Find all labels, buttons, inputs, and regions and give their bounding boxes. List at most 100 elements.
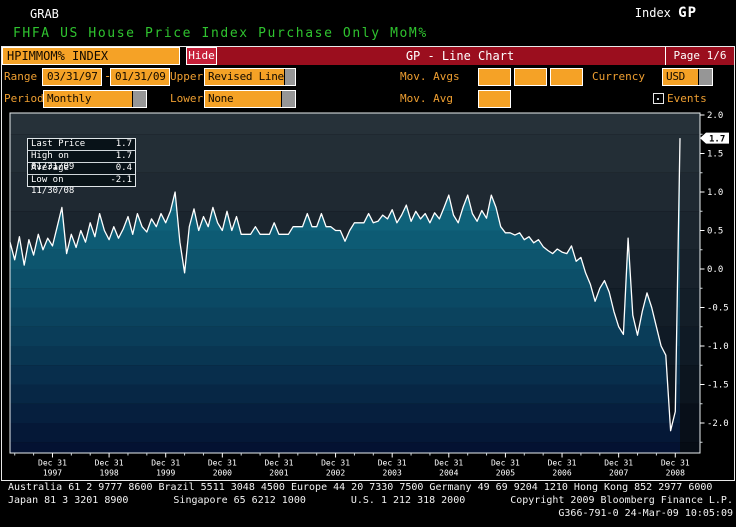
legend-label: Last Price bbox=[31, 139, 86, 149]
function-code: GP bbox=[678, 5, 697, 21]
footer-line-2: Japan 81 3 3201 8900 Singapore 65 6212 1… bbox=[8, 494, 733, 507]
footer-line-3: G366-791-0 24-Mar-09 10:05:09 bbox=[558, 508, 733, 519]
x-tick-label: Dec 31 bbox=[434, 459, 463, 468]
dropdown-handle-icon[interactable] bbox=[281, 91, 295, 107]
lower-select[interactable]: None bbox=[204, 90, 296, 108]
x-tick-label: Dec 31 bbox=[264, 459, 293, 468]
last-price-badge: 1.7 bbox=[700, 132, 729, 145]
legend-value: -2.1 bbox=[110, 175, 132, 185]
x-tick-label: Dec 31 bbox=[491, 459, 520, 468]
footer-copyright: Copyright 2009 Bloomberg Finance L.P. bbox=[510, 495, 733, 506]
events-checkbox[interactable] bbox=[653, 93, 664, 104]
dropdown-handle-icon[interactable] bbox=[698, 69, 712, 85]
mov-avg-input-4[interactable] bbox=[478, 90, 511, 108]
x-tick-year: 2002 bbox=[326, 469, 345, 478]
ticker-input[interactable]: HPIMMOM% INDEX bbox=[2, 47, 180, 65]
currency-select[interactable]: USD bbox=[662, 68, 713, 86]
x-tick-year: 2005 bbox=[496, 469, 515, 478]
price-line bbox=[9, 138, 681, 432]
mov-avgs-label: Mov. Avgs bbox=[400, 70, 460, 83]
y-axis: 2.0 1.5 1.0 0.5 0.0 -0.5 -1.0 -1.5 -2.0 bbox=[700, 111, 729, 443]
legend-value: 0.4 bbox=[115, 163, 132, 173]
period-select[interactable]: Monthly bbox=[43, 90, 147, 108]
x-tick-label: Dec 31 bbox=[604, 459, 633, 468]
x-tick-year: 2000 bbox=[213, 469, 232, 478]
last-price-badge-value: 1.7 bbox=[709, 135, 725, 145]
index-function-label: Index GP bbox=[635, 5, 697, 21]
price-area-band bbox=[10, 403, 680, 424]
range-start-input[interactable]: 03/31/97 bbox=[42, 68, 102, 86]
lower-label: Lower bbox=[170, 92, 204, 105]
x-tick-label: Dec 31 bbox=[95, 459, 124, 468]
last-price-badge-shape bbox=[700, 132, 729, 144]
x-tick-label: Dec 31 bbox=[321, 459, 350, 468]
legend-value: 1.7 bbox=[115, 151, 132, 161]
dropdown-handle-icon[interactable] bbox=[132, 91, 146, 107]
y-tick-label: 0.0 bbox=[707, 265, 723, 275]
chart-background-band bbox=[10, 113, 700, 135]
x-tick-label: Dec 31 bbox=[378, 459, 407, 468]
y-tick-label: 1.0 bbox=[707, 188, 723, 198]
price-area-band bbox=[10, 423, 680, 443]
period-label: Period bbox=[4, 92, 44, 105]
mov-avg-label: Mov. Avg bbox=[400, 92, 453, 105]
price-area-band bbox=[10, 346, 680, 366]
range-label: Range bbox=[4, 70, 38, 83]
upper-label: Upper bbox=[170, 70, 204, 83]
y-tick-label: -0.5 bbox=[707, 304, 729, 314]
price-area-band bbox=[10, 442, 680, 453]
mov-avg-input-3[interactable] bbox=[550, 68, 583, 86]
x-tick-year: 2003 bbox=[383, 469, 402, 478]
x-tick-year: 1998 bbox=[99, 469, 118, 478]
hide-button[interactable]: Hide bbox=[186, 47, 217, 65]
legend-label: Low on 11/30/08 bbox=[31, 175, 75, 196]
x-tick-year: 2008 bbox=[666, 469, 685, 478]
legend-row-high: High on 01/31/09 1.7 bbox=[28, 150, 135, 172]
currency-label: Currency bbox=[592, 70, 645, 83]
mov-avg-input-2[interactable] bbox=[514, 68, 547, 86]
legend-value: 1.7 bbox=[115, 139, 132, 149]
legend-label: Average bbox=[31, 163, 69, 173]
price-area-band bbox=[10, 269, 680, 289]
y-tick-label: -1.0 bbox=[707, 342, 729, 352]
footer-us: U.S. 1 212 318 2000 bbox=[350, 495, 466, 506]
lower-select-value: None bbox=[205, 91, 281, 107]
range-separator: - bbox=[104, 69, 112, 83]
x-tick-year: 2006 bbox=[552, 469, 571, 478]
chart-region: 2.0 1.5 1.0 0.5 0.0 -0.5 -1.0 -1.5 -2.0 Dec 31 199… bbox=[0, 111, 736, 479]
upper-select-value: Revised Line bbox=[205, 69, 284, 85]
range-end-input[interactable]: 01/31/09 bbox=[110, 68, 170, 86]
y-tick-label: 2.0 bbox=[707, 111, 723, 121]
period-select-value: Monthly bbox=[44, 91, 132, 107]
chart-legend: Last Price 1.7 High on 01/31/09 1.7 Aver… bbox=[27, 138, 136, 196]
y-tick-label: 0.5 bbox=[707, 227, 723, 237]
plot-frame bbox=[9, 112, 701, 454]
y-tick-label: -2.0 bbox=[707, 419, 729, 429]
page-indicator[interactable]: Page 1/6 bbox=[665, 47, 734, 65]
footer-japan: Japan 81 3 3201 8900 bbox=[8, 495, 129, 506]
legend-row-last-price: Last Price 1.7 bbox=[28, 139, 135, 150]
x-tick-year: 1999 bbox=[156, 469, 175, 478]
y-tick-label: 1.5 bbox=[707, 150, 723, 160]
footer: Australia 61 2 9777 8600 Brazil 5511 304… bbox=[8, 481, 733, 520]
footer-line-1: Australia 61 2 9777 8600 Brazil 5511 304… bbox=[8, 482, 713, 493]
price-area-band bbox=[10, 288, 680, 308]
price-area-band bbox=[10, 326, 680, 347]
chart-title-bar: GP - Line Chart bbox=[186, 47, 734, 65]
dropdown-handle-icon[interactable] bbox=[283, 69, 295, 85]
x-tick-year: 2001 bbox=[269, 469, 288, 478]
legend-label: High on 01/31/09 bbox=[31, 151, 75, 172]
price-area-band bbox=[10, 365, 680, 385]
events-label: Events bbox=[667, 92, 707, 105]
upper-select[interactable]: Revised Line bbox=[204, 68, 296, 86]
legend-row-low: Low on 11/30/08 -2.1 bbox=[28, 174, 135, 196]
footer-singapore: Singapore 65 6212 1000 bbox=[173, 495, 306, 506]
currency-select-value: USD bbox=[663, 69, 698, 85]
price-area-band bbox=[10, 249, 680, 270]
grab-label: GRAB bbox=[30, 7, 59, 21]
y-tick-label: -1.5 bbox=[707, 381, 729, 391]
x-tick-label: Dec 31 bbox=[661, 459, 690, 468]
mov-avg-input-1[interactable] bbox=[478, 68, 511, 86]
